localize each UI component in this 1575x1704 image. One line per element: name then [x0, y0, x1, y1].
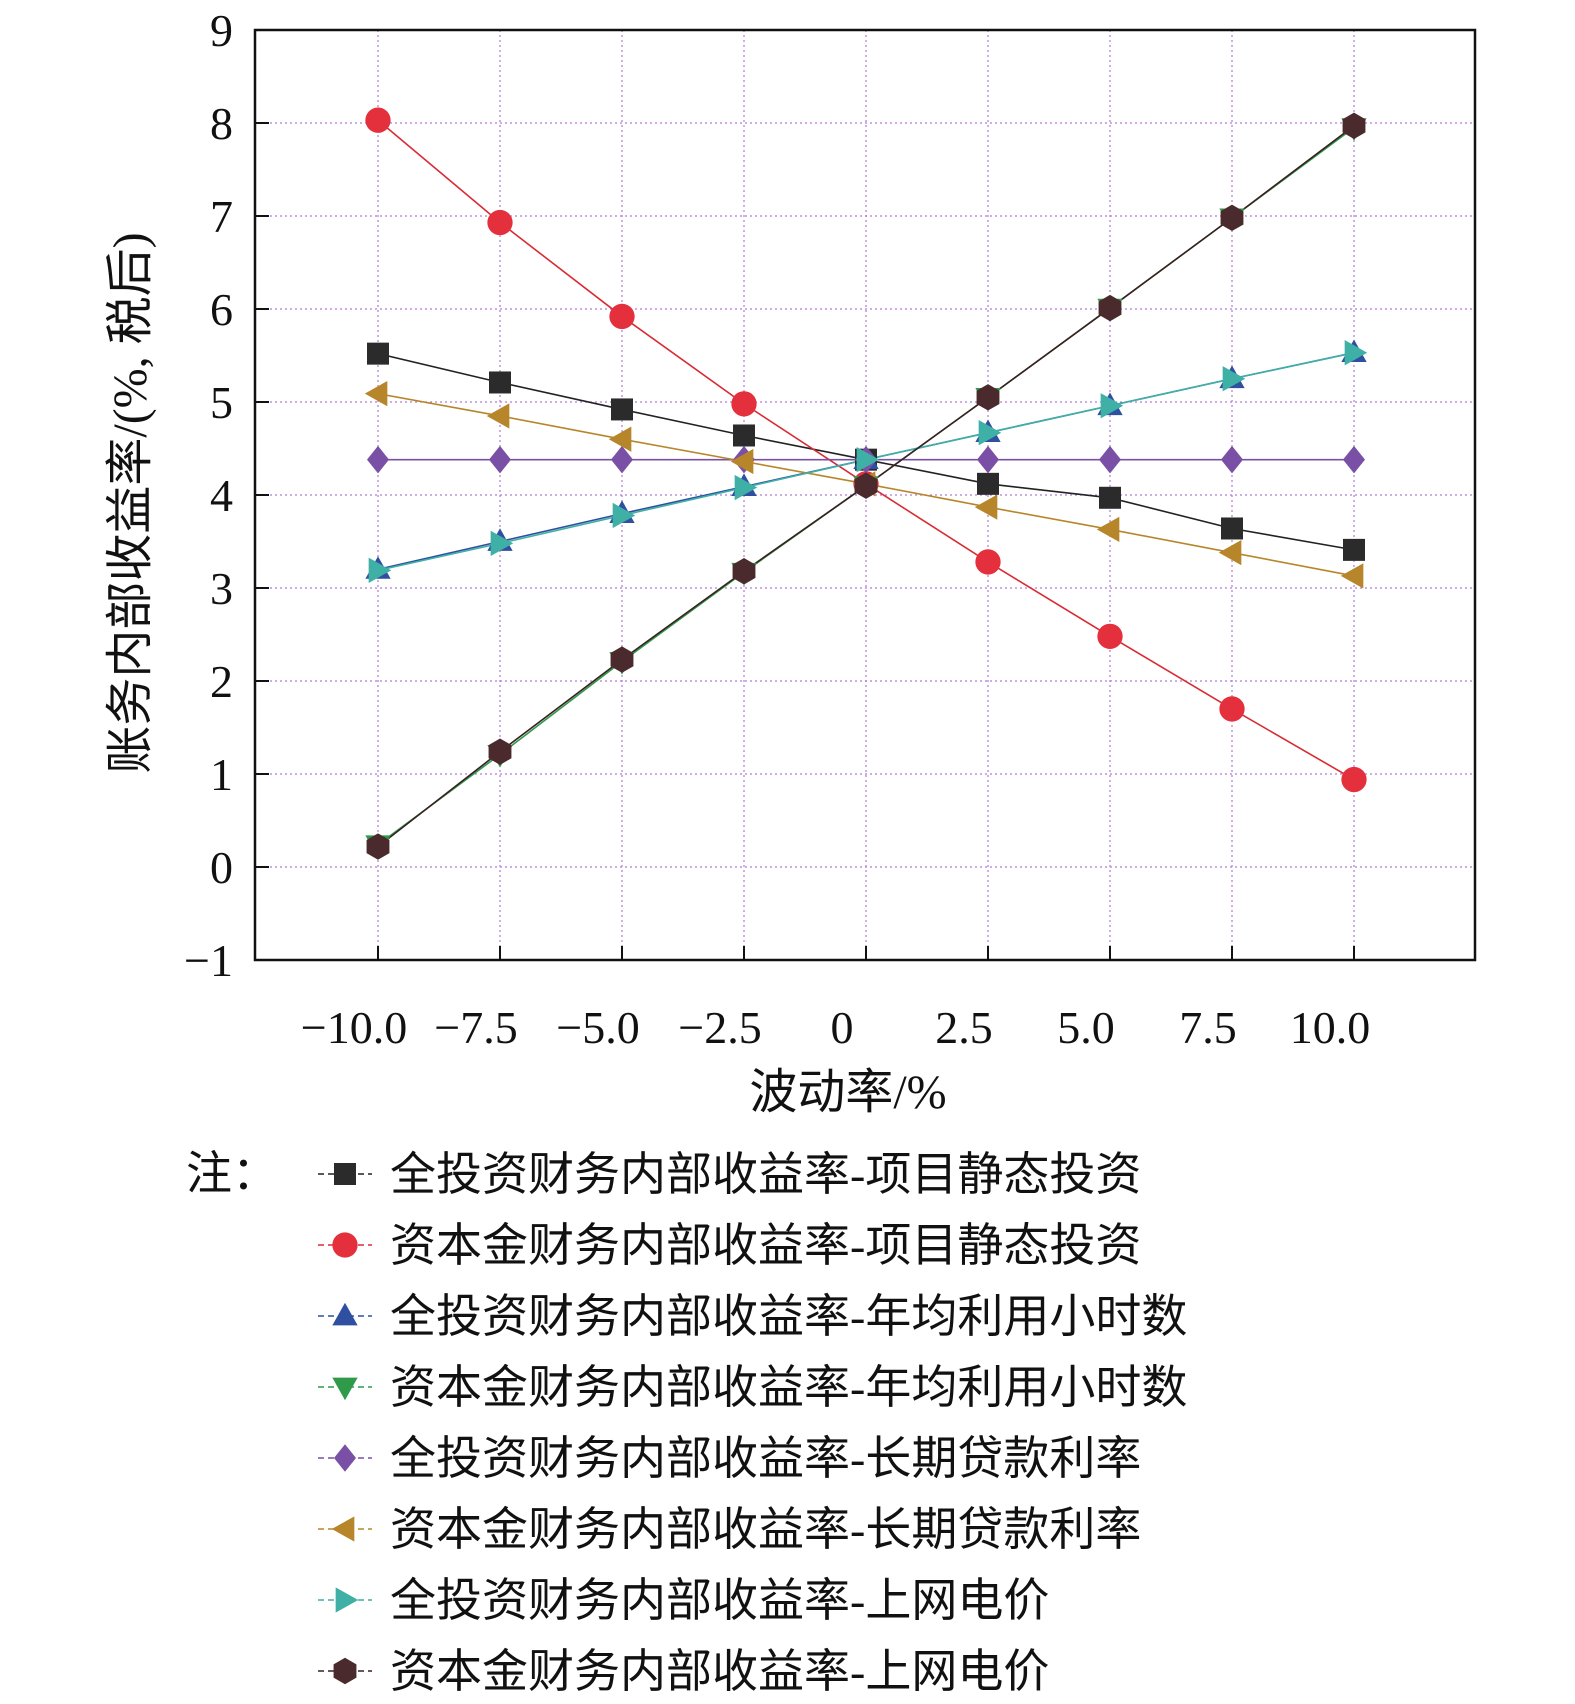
- y-tick-label: −1: [184, 935, 233, 986]
- legend-label-8: 资本金财务内部收益率-上网电价: [390, 1646, 1049, 1697]
- series-2-point: [609, 303, 635, 330]
- series-8-point: [854, 472, 878, 499]
- legend-marker-8: [333, 1657, 357, 1685]
- x-tick-label: 10.0: [1290, 1002, 1371, 1053]
- series-8-point: [610, 646, 634, 673]
- series-5-point: [977, 445, 999, 474]
- x-tick-label: −2.5: [678, 1002, 761, 1053]
- series-6-point: [974, 494, 998, 520]
- series-8-point: [732, 558, 756, 585]
- x-tick-label: 5.0: [1057, 1002, 1115, 1053]
- series-8-point: [1342, 112, 1366, 139]
- axis-ticks: [255, 29, 1355, 961]
- series-8-point: [1098, 294, 1122, 322]
- series-2-point: [487, 209, 513, 236]
- x-tick-label: −10.0: [301, 1002, 407, 1053]
- legend-label-6: 资本金财务内部收益率-长期贷款利率: [390, 1504, 1141, 1555]
- series-1-point: [367, 342, 389, 365]
- legend-label-1: 全投资财务内部收益率-项目静态投资: [390, 1149, 1141, 1200]
- series-1-point: [489, 371, 511, 394]
- y-tick-label: 5: [210, 377, 233, 428]
- series-1-point: [977, 472, 999, 495]
- series-6-point: [364, 380, 388, 407]
- series-2-point: [1341, 766, 1367, 793]
- series-1-point: [1221, 517, 1243, 540]
- series-7-point: [1344, 340, 1368, 366]
- series-5-point: [1099, 445, 1121, 474]
- legend-label-2: 资本金财务内部收益率-项目静态投资: [390, 1220, 1141, 1271]
- series-1-point: [611, 398, 633, 421]
- legend: 注： 全投资财务内部收益率-项目静态投资资本金财务内部收益率-项目静态投资全投资…: [186, 1148, 1187, 1697]
- series-5-point: [611, 445, 633, 474]
- y-tick-label: 0: [210, 842, 233, 893]
- y-tick-label: 7: [210, 191, 233, 242]
- series-7-point: [1222, 366, 1246, 392]
- series-2-point: [365, 107, 391, 133]
- series-1-point: [1343, 538, 1365, 561]
- series-2-point: [1219, 696, 1245, 722]
- legend-label-4: 资本金财务内部收益率-年均利用小时数: [390, 1362, 1187, 1413]
- series-6-point: [730, 448, 754, 475]
- series-7-point: [1100, 393, 1124, 419]
- y-axis-title: 账务内部收益率/(%, 税后): [104, 232, 157, 773]
- series-7-point: [490, 530, 514, 557]
- legend-note-label: 注：: [186, 1148, 278, 1199]
- series-5-point: [489, 445, 511, 474]
- series-6-point: [1096, 516, 1120, 543]
- series-6-point: [608, 426, 632, 452]
- series-7-point: [856, 447, 880, 473]
- y-tick-label: 9: [210, 5, 233, 56]
- x-tick-label: 2.5: [935, 1002, 993, 1053]
- series-7-point: [612, 502, 636, 529]
- series-6-point: [486, 403, 510, 429]
- legend-marker-7: [335, 1587, 359, 1613]
- series-7-point: [734, 474, 758, 501]
- series-6-point: [1218, 540, 1242, 566]
- legend-label-3: 全投资财务内部收益率-年均利用小时数: [390, 1291, 1187, 1342]
- y-tick-label: 8: [210, 98, 233, 149]
- legend-marker-2: [332, 1232, 358, 1258]
- series-7-point: [978, 420, 1002, 446]
- y-tick-label: 4: [210, 470, 233, 521]
- legend-marker-6: [331, 1516, 355, 1542]
- legend-marker-4: [332, 1377, 358, 1401]
- series-8-point: [976, 384, 1000, 411]
- series-8-point: [1220, 204, 1244, 232]
- series-6-point: [1340, 563, 1364, 589]
- series-5-point: [367, 445, 389, 474]
- series-5-point: [1221, 445, 1243, 474]
- series-5-point: [1343, 445, 1365, 474]
- y-tick-label: 1: [210, 749, 233, 800]
- legend-marker-1: [334, 1163, 356, 1185]
- legend-marker-5: [334, 1444, 356, 1472]
- series-1-point: [1099, 486, 1121, 509]
- series-1-point: [733, 424, 755, 447]
- x-tick-label: 0: [831, 1002, 854, 1053]
- series-7-point: [368, 557, 392, 583]
- x-axis-title: 波动率/%: [749, 1066, 946, 1119]
- x-tick-label: −5.0: [556, 1002, 639, 1053]
- x-tick-label: 7.5: [1179, 1002, 1237, 1053]
- axis-labels: 波动率/% 账务内部收益率/(%, 税后) −10123456789−10.0−…: [104, 5, 1370, 1119]
- y-tick-label: 6: [210, 284, 233, 335]
- x-tick-label: −7.5: [434, 1002, 517, 1053]
- series-2-point: [1097, 623, 1123, 650]
- legend-label-7: 全投资财务内部收益率-上网电价: [390, 1575, 1049, 1626]
- y-tick-label: 2: [210, 656, 233, 707]
- series-2-point: [731, 391, 757, 417]
- y-tick-label: 3: [210, 563, 233, 614]
- series-2-point: [975, 549, 1001, 575]
- series-markers: [364, 107, 1368, 860]
- series-8-point: [488, 738, 512, 765]
- legend-label-5: 全投资财务内部收益率-长期贷款利率: [390, 1433, 1141, 1484]
- series-8-point: [366, 833, 390, 860]
- legend-marker-3: [332, 1302, 358, 1326]
